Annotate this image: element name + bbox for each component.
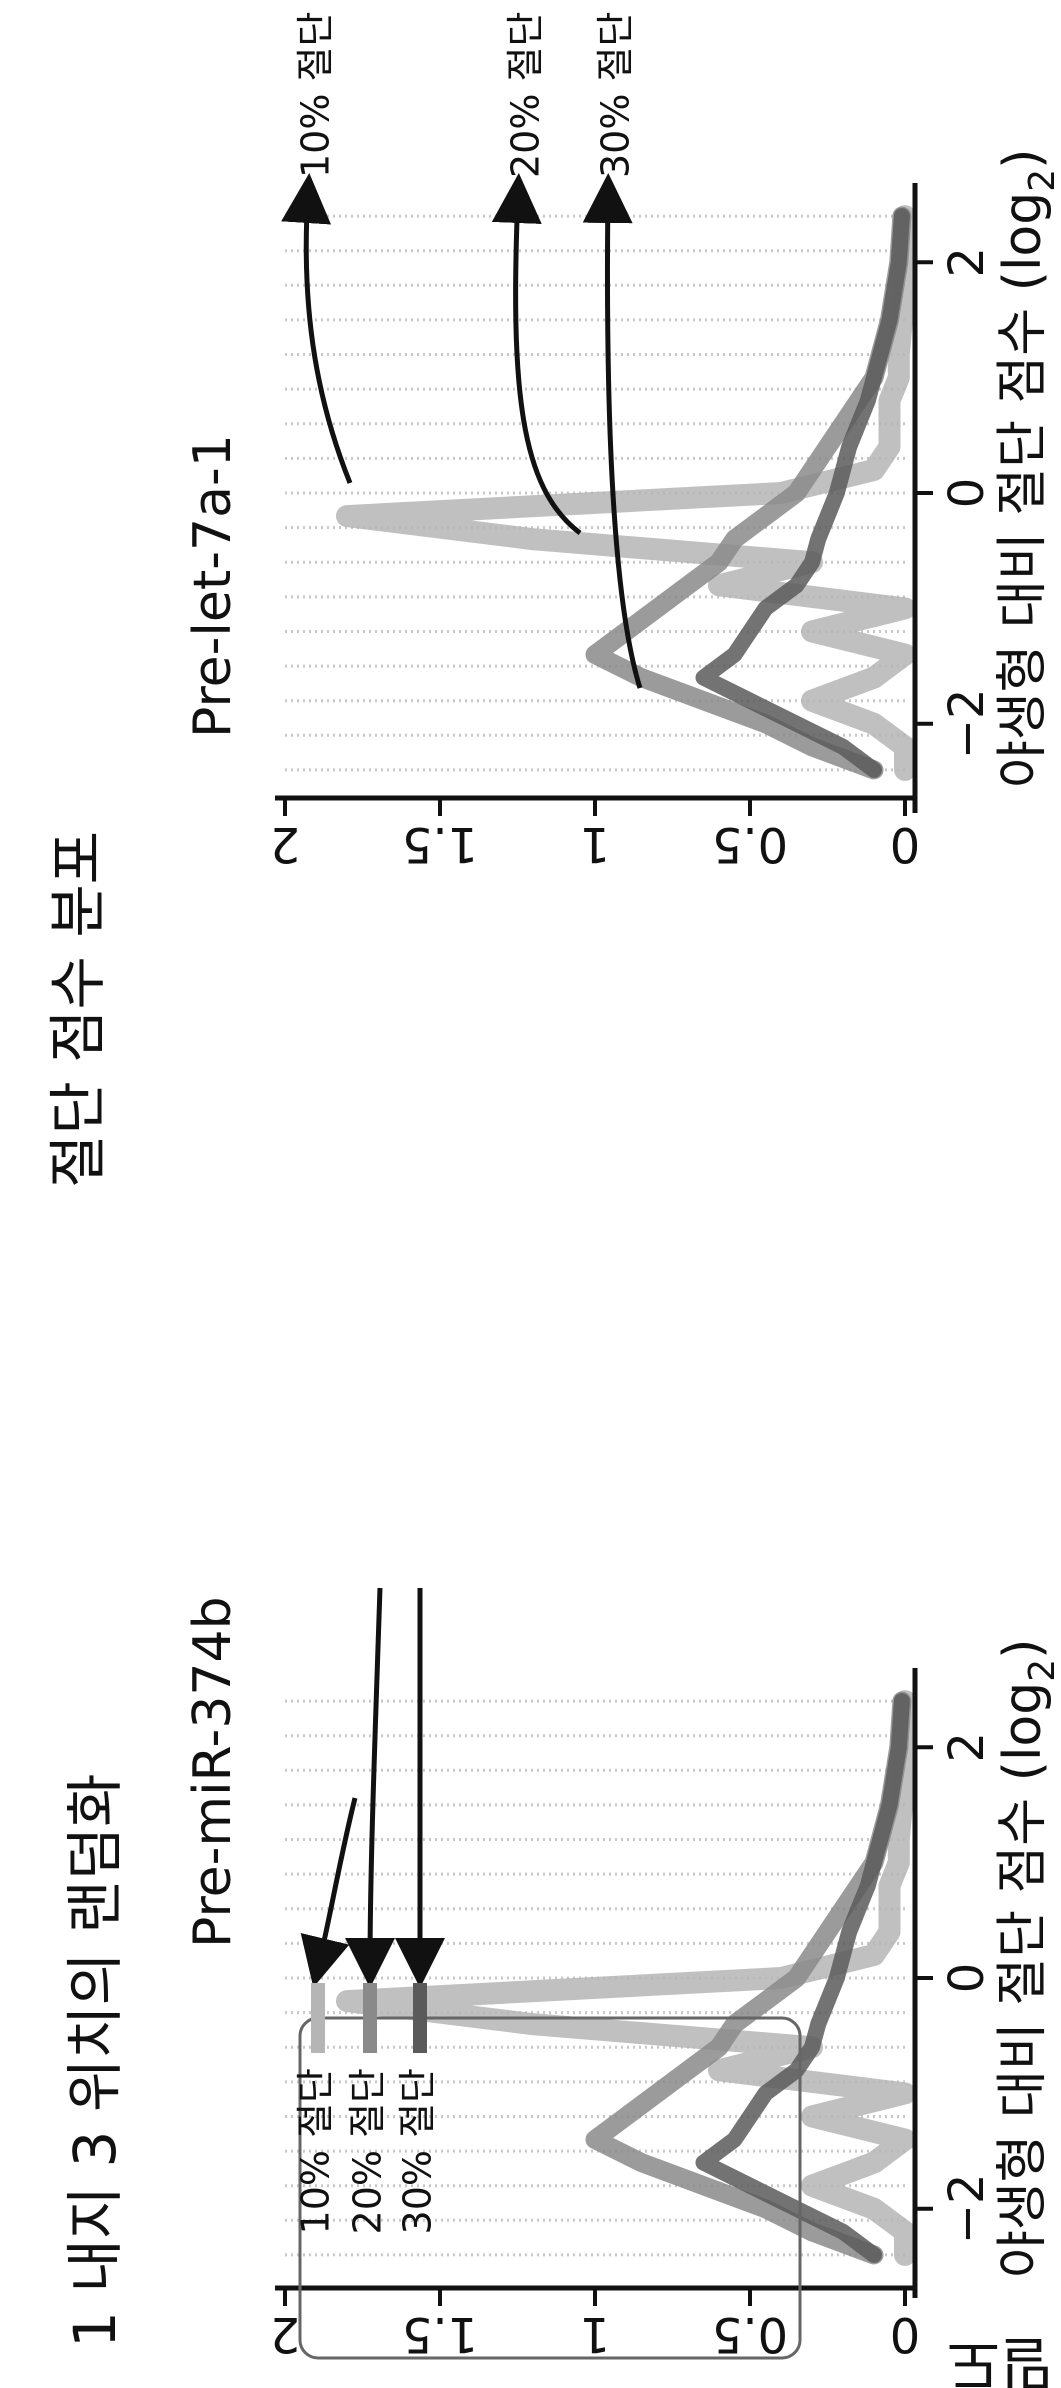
annotation-label: 10% 절단 bbox=[294, 12, 338, 178]
x-axis-label: 야생형 대비 절단 점수 (log2) bbox=[993, 149, 1061, 788]
legend-label: 30% 절단 bbox=[396, 2068, 440, 2234]
x-tick-label: 2 bbox=[939, 1732, 995, 1763]
chart-panel-pre-let-7a-1: Pre-let-7a-1 야생형 대비 절단 점수 (log2) −2 0 2 0 0.… bbox=[183, 12, 1061, 872]
annotation-label: 30% 절단 bbox=[594, 12, 638, 178]
y-tick-label: 1 bbox=[580, 816, 611, 872]
x-tick-label: 2 bbox=[939, 247, 995, 278]
panel-title: Pre-let-7a-1 bbox=[183, 434, 243, 738]
legend-arrow bbox=[318, 1798, 355, 1968]
y-tick-label: 2 bbox=[270, 816, 301, 872]
x-tick-label: −2 bbox=[939, 2173, 995, 2244]
y-tick-label: 1.5 bbox=[402, 2306, 478, 2362]
x-tick-label: 0 bbox=[939, 478, 995, 509]
annotation-label: 20% 절단 bbox=[504, 12, 548, 178]
y-tick-label: 1.5 bbox=[402, 816, 478, 872]
figure-ylabel: 밀도 bbox=[947, 2329, 1054, 2388]
legend-arrow bbox=[370, 1588, 380, 1968]
x-tick-label: 0 bbox=[939, 1963, 995, 1994]
chart-panel-pre-mir-374b: Pre-miR-374b 야생형 대비 절단 점수 (log2) −2 0 2 0 0.… bbox=[183, 1588, 1061, 2362]
figure-title: 절단 점수 분포 bbox=[44, 831, 112, 1188]
y-tick-label: 0 bbox=[890, 2306, 921, 2362]
y-tick-label: 2 bbox=[270, 2306, 301, 2362]
x-axis-label: 야생형 대비 절단 점수 (log2) bbox=[993, 1639, 1061, 2278]
y-tick-label: 0.5 bbox=[712, 2306, 788, 2362]
figure-subtitle: 1 내지 3 위치의 랜덤화 bbox=[61, 1774, 129, 2348]
y-tick-label: 1 bbox=[580, 2306, 611, 2362]
annotations: 10% 절단 20% 절단 30% 절단 bbox=[294, 12, 641, 688]
annotation-arrow bbox=[306, 193, 350, 483]
legend-label: 10% 절단 bbox=[294, 2068, 338, 2234]
y-tick-label: 0 bbox=[890, 816, 921, 872]
y-tick-label: 0.5 bbox=[712, 816, 788, 872]
legend-label: 20% 절단 bbox=[346, 2068, 390, 2234]
panel-title: Pre-miR-374b bbox=[183, 1596, 243, 1948]
annotation-arrow bbox=[516, 193, 580, 533]
x-tick-label: −2 bbox=[939, 688, 995, 759]
